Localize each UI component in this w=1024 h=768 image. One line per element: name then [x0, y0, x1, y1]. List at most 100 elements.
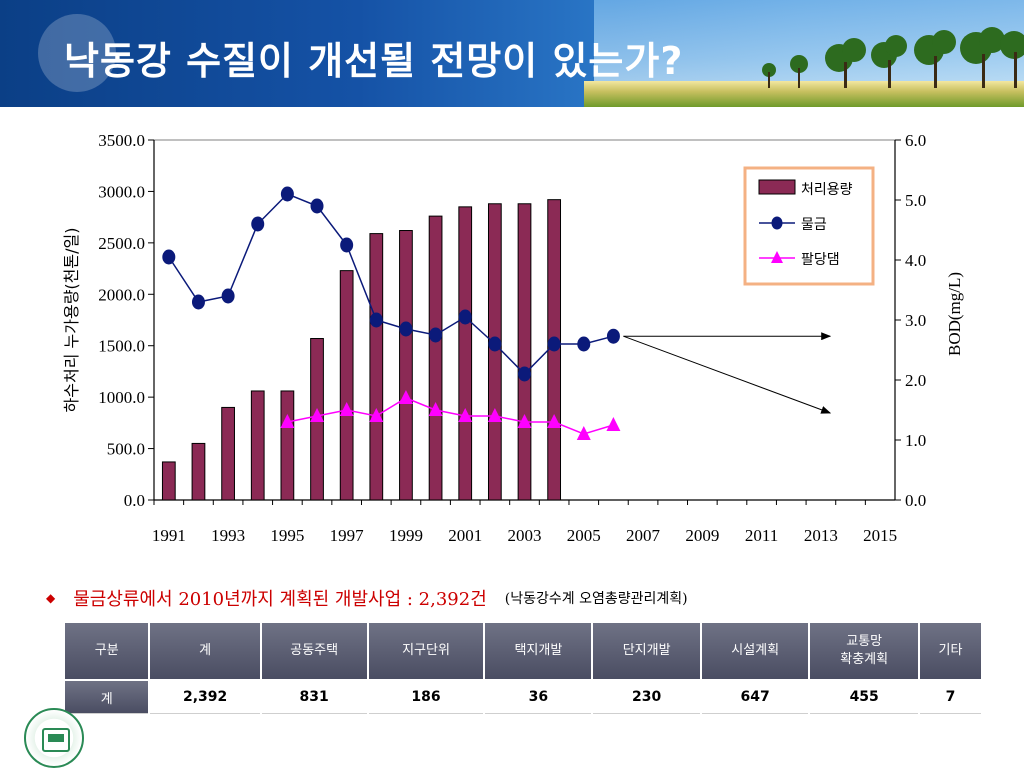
- x-tick-label: 1995: [270, 526, 304, 545]
- y2-tick-label: 4.0: [905, 251, 926, 270]
- bar-1993: [221, 406, 235, 501]
- point-물금-1994: [251, 216, 265, 232]
- point-팔당댐-1999: [398, 390, 413, 404]
- bar-1994: [250, 390, 265, 501]
- x-tick-label: 1993: [211, 526, 245, 545]
- y-tick-label: 0.0: [124, 491, 145, 510]
- point-팔당댐-2005: [576, 426, 591, 440]
- y-tick-label: 3500.0: [98, 131, 145, 150]
- y-tick-label: 500.0: [107, 440, 145, 459]
- point-팔당댐-2006: [606, 417, 621, 431]
- y-axis-title: 하수처리 누가용량(천톤/일): [62, 228, 81, 413]
- development-projects-table: 구분 계 공동주택 지구단위 택지개발 단지개발 시설계획 교통망 확충계획 기…: [63, 621, 983, 716]
- x-tick-label: 1999: [389, 526, 423, 545]
- table-cell: 455: [810, 681, 918, 714]
- legend-marker-물금: [771, 216, 783, 230]
- table-header-cell: 구분: [65, 623, 149, 679]
- bar-2000: [428, 215, 443, 501]
- x-tick-label: 2011: [745, 526, 778, 545]
- legend-label-팔당댐: 팔당댐: [801, 252, 840, 268]
- x-tick-label: 2009: [685, 526, 719, 545]
- table-header-cell: 공동주택: [261, 623, 367, 679]
- point-물금-1993: [221, 288, 235, 304]
- y2-tick-label: 2.0: [905, 371, 926, 390]
- table-header-cell: 단지개발: [593, 623, 700, 679]
- point-팔당댐-1998: [369, 408, 384, 422]
- bar-1995: [280, 390, 295, 501]
- legend-label-물금: 물금: [801, 217, 827, 233]
- table-cell: 186: [368, 681, 484, 714]
- note-text: 물금상류에서 2010년까지 계획된 개발사업 : 2,392건: [73, 589, 487, 610]
- x-tick-label: 2001: [448, 526, 482, 545]
- point-물금-2000: [429, 327, 443, 343]
- table-header-cell: 계: [150, 623, 260, 679]
- bar-1999: [399, 230, 413, 501]
- point-팔당댐-1997: [339, 402, 354, 416]
- combo-chart: 0.0 500.0 1000.0 1500.0 2000.0 2500.0 3000.0 35…: [55, 118, 965, 558]
- x-tick-label: 2013: [804, 526, 838, 545]
- table-header-cell: 교통망 확충계획: [810, 623, 918, 679]
- table-header-cell: 기타: [919, 623, 981, 679]
- y-tick-label: 2000.0: [98, 285, 145, 304]
- legend-marker-팔당댐: [771, 251, 783, 263]
- point-물금-1996: [310, 198, 324, 214]
- point-물금-2006: [606, 328, 620, 344]
- chart-svg: 0.0 500.0 1000.0 1500.0 2000.0 2500.0 3000.0 35…: [62, 131, 964, 545]
- table-cell: 831: [261, 681, 367, 714]
- table-cell: 230: [593, 681, 700, 714]
- title-banner: 낙동강 수질이 개선될 전망이 있는가?: [0, 0, 1024, 107]
- bar-1992: [191, 442, 206, 501]
- bar-2002: [487, 203, 502, 501]
- tree-row-illustration: [762, 27, 1024, 88]
- table-header-cell: 지구단위: [368, 623, 484, 679]
- point-물금-2005: [577, 336, 591, 352]
- trend-arrow-1: [623, 335, 832, 414]
- table-row: 계 2,392 831 186 36 230 647 455 7: [65, 681, 981, 714]
- university-seal-logo: [24, 708, 84, 768]
- legend-label-처리용량: 처리용량: [801, 182, 853, 198]
- y2-tick-label: 0.0: [905, 491, 926, 510]
- table-cell: 7: [919, 681, 981, 714]
- field-background: [584, 81, 1024, 107]
- title-decoration-circle: [38, 14, 116, 92]
- point-팔당댐-2003: [517, 414, 532, 428]
- y2-tick-label: 5.0: [905, 191, 926, 210]
- bar-1998: [369, 233, 384, 501]
- table-header-cell: 시설계획: [701, 623, 809, 679]
- point-팔당댐-2000: [428, 402, 443, 416]
- y-tick-label: 1000.0: [98, 388, 145, 407]
- bar-1991: [161, 461, 176, 501]
- table-cell: 647: [701, 681, 809, 714]
- bar-1997: [339, 270, 354, 501]
- bar-2003: [517, 203, 532, 501]
- table-header-row: 구분 계 공동주택 지구단위 택지개발 단지개발 시설계획 교통망 확충계획 기…: [65, 623, 981, 679]
- seal-emblem: [42, 728, 70, 752]
- note-source: (낙동강수계 오염총량관리계획): [504, 591, 688, 607]
- page-title: 낙동강 수질이 개선될 전망이 있는가?: [64, 39, 684, 83]
- x-tick-label: 2005: [567, 526, 601, 545]
- point-물금-2004: [547, 336, 561, 352]
- point-팔당댐-2004: [547, 414, 562, 428]
- y-tick-label: 3000.0: [98, 182, 145, 201]
- x-tick-label: 2015: [863, 526, 897, 545]
- bar-2001: [458, 206, 473, 501]
- point-물금-1995: [280, 186, 294, 202]
- series-line-물금: [168, 193, 614, 376]
- x-tick-label: 2003: [508, 526, 542, 545]
- point-물금-2001: [458, 309, 472, 325]
- point-팔당댐-1996: [310, 408, 325, 422]
- bullet-icon: ◆: [46, 591, 56, 605]
- table-cell: 2,392: [150, 681, 260, 714]
- y2-tick-label: 1.0: [905, 431, 926, 450]
- point-물금-2003: [518, 366, 531, 382]
- y2-axis-title: BOD(mg/L): [945, 272, 964, 356]
- x-tick-label: 1991: [152, 526, 186, 545]
- point-물금-1991: [162, 249, 176, 265]
- table-header-cell: 택지개발: [485, 623, 592, 679]
- y-tick-label: 2500.0: [98, 234, 145, 253]
- legend-swatch-처리용량: [758, 179, 796, 195]
- point-물금-2002: [488, 336, 502, 352]
- point-물금-1999: [399, 321, 413, 337]
- point-물금-1998: [369, 312, 383, 328]
